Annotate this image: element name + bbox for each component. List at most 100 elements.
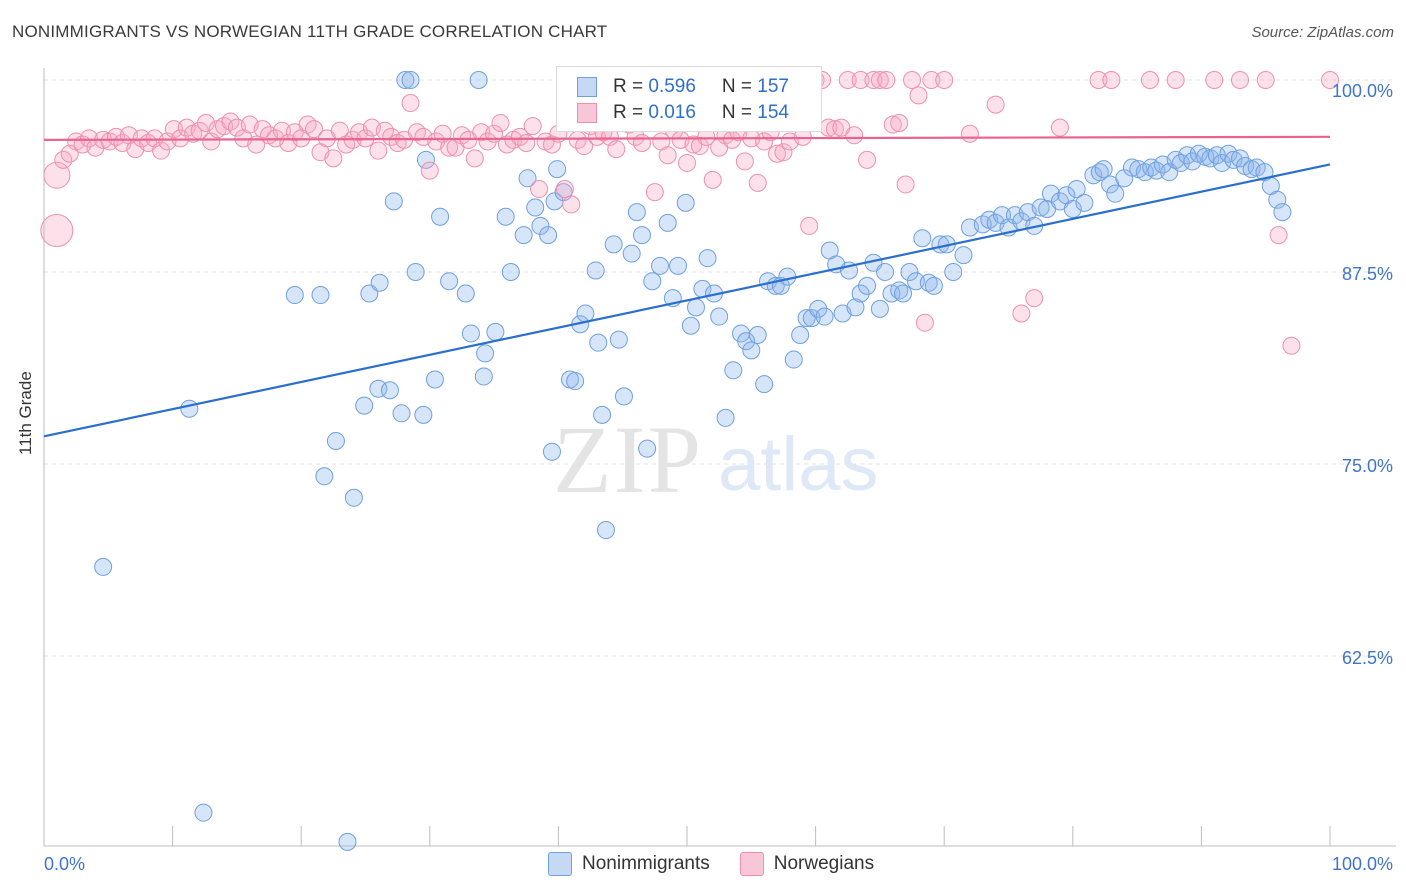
norwegians-point bbox=[523, 117, 542, 136]
nonimmigrants-point bbox=[802, 309, 821, 328]
nonimmigrants-point bbox=[900, 263, 919, 281]
norwegians-point bbox=[645, 183, 664, 202]
norwegians-point bbox=[465, 149, 484, 168]
nonimmigrants-point bbox=[614, 387, 633, 406]
nonimmigrants-point bbox=[858, 276, 877, 295]
stats-n-label: N = bbox=[721, 102, 758, 123]
nonimmigrants-point bbox=[924, 276, 943, 295]
nonimmigrants-point bbox=[1142, 158, 1161, 177]
nonimmigrants-point bbox=[315, 467, 334, 486]
nonimmigrants-point bbox=[496, 207, 515, 226]
nonimmigrants-point bbox=[593, 405, 612, 424]
nonimmigrants-point bbox=[1075, 193, 1094, 212]
nonimmigrants-point bbox=[1212, 153, 1231, 172]
stats-n-value: 154 bbox=[757, 102, 789, 123]
nonimmigrants-point bbox=[94, 557, 113, 576]
watermark-zip: ZIP bbox=[553, 406, 703, 513]
nonimmigrants-point bbox=[326, 431, 345, 450]
nonimmigrants-point bbox=[851, 284, 870, 303]
nonimmigrants-point bbox=[416, 150, 435, 169]
nonimmigrants-point bbox=[180, 399, 199, 418]
norwegians-point bbox=[890, 114, 909, 133]
norwegians-point bbox=[542, 135, 561, 154]
nonimmigrants-point bbox=[370, 273, 389, 292]
legend-label-nonimmigrants: Nonimmigrants bbox=[582, 853, 710, 874]
nonimmigrants-point bbox=[355, 396, 374, 415]
norwegians-point bbox=[851, 71, 870, 89]
nonimmigrants-point bbox=[311, 286, 330, 305]
y-tick-label: 100.0% bbox=[1332, 81, 1393, 101]
nonimmigrants-point bbox=[716, 408, 735, 427]
nonimmigrants-point bbox=[396, 71, 415, 89]
norwegians-point bbox=[369, 141, 388, 160]
norwegians-point bbox=[864, 71, 883, 89]
nonimmigrants-point bbox=[514, 226, 533, 245]
norwegians-point bbox=[870, 71, 889, 89]
norwegians-point bbox=[562, 195, 581, 214]
norwegians-point bbox=[774, 143, 793, 162]
nonimmigrants-point bbox=[748, 325, 767, 344]
norwegians-point bbox=[132, 129, 151, 148]
nonimmigrants-point bbox=[586, 261, 605, 280]
nonimmigrants-point bbox=[604, 235, 623, 254]
nonimmigrants-point bbox=[596, 521, 615, 540]
norwegians-point bbox=[915, 313, 934, 332]
norwegians-point bbox=[877, 71, 896, 89]
watermark-atlas: atlas bbox=[718, 422, 879, 507]
nonimmigrants-point bbox=[456, 284, 475, 303]
nonimmigrants-point bbox=[425, 370, 444, 389]
nonimmigrants-point bbox=[542, 442, 561, 461]
nonimmigrants-point bbox=[742, 341, 761, 360]
chart-title: NONIMMIGRANTS VS NORWEGIAN 11TH GRADE CO… bbox=[12, 22, 608, 41]
nonimmigrants-point bbox=[469, 71, 488, 89]
nonimmigrants-point bbox=[1106, 184, 1125, 203]
stats-r-label: R = bbox=[613, 76, 649, 97]
nonimmigrants-point bbox=[440, 272, 459, 291]
axes bbox=[43, 68, 1396, 847]
norwegians-point bbox=[1282, 336, 1301, 355]
norwegians-point bbox=[401, 94, 420, 113]
nonimmigrants-point bbox=[518, 169, 537, 188]
norwegians-point bbox=[922, 71, 941, 89]
nonimmigrants-point bbox=[919, 273, 938, 292]
nonimmigrants-point bbox=[658, 213, 677, 232]
nonimmigrants-point bbox=[1273, 203, 1292, 222]
norwegians-point bbox=[935, 71, 954, 89]
chart-legend: Nonimmigrants Norwegians bbox=[548, 852, 904, 876]
norwegians-point bbox=[555, 180, 574, 199]
norwegians-point bbox=[1102, 71, 1121, 89]
nonimmigrants-point bbox=[973, 215, 992, 234]
norwegians-point bbox=[1205, 71, 1224, 89]
series-nonimmigrants-points bbox=[94, 71, 1292, 851]
norwegians-point bbox=[903, 71, 922, 89]
legend-item-nonimmigrants[interactable]: Nonimmigrants bbox=[548, 852, 710, 876]
nonimmigrants-point bbox=[531, 216, 550, 235]
nonimmigrants-point bbox=[476, 344, 495, 363]
norwegians-point bbox=[658, 146, 677, 165]
nonimmigrants-point bbox=[710, 307, 729, 326]
nonimmigrants-point bbox=[755, 375, 774, 394]
trend-line-nonimmigrants bbox=[43, 163, 1331, 438]
nonimmigrants-point bbox=[1063, 200, 1082, 219]
norwegians-point bbox=[986, 95, 1005, 114]
norwegians-point bbox=[845, 126, 864, 145]
nonimmigrants-point bbox=[589, 333, 608, 352]
nonimmigrants-point bbox=[338, 832, 357, 851]
norwegians-point bbox=[1166, 71, 1185, 89]
nonimmigrants-point bbox=[486, 322, 505, 341]
nonimmigrants-point bbox=[1171, 153, 1190, 172]
stats-r-value: 0.016 bbox=[648, 102, 696, 123]
nonimmigrants-point bbox=[687, 298, 706, 317]
nonimmigrants-point bbox=[698, 249, 717, 268]
norwegians-point bbox=[80, 129, 99, 148]
nonimmigrants-point bbox=[870, 299, 889, 318]
norwegians-point bbox=[703, 170, 722, 189]
norwegians-point bbox=[858, 150, 877, 169]
nonimmigrants-point bbox=[1031, 198, 1050, 217]
nonimmigrants-point bbox=[638, 439, 657, 458]
stats-row-norwegians: R = 0.016 N = 154 bbox=[577, 101, 789, 125]
norwegians-point bbox=[164, 120, 183, 139]
nonimmigrants-point bbox=[344, 488, 363, 507]
legend-item-norwegians[interactable]: Norwegians bbox=[739, 852, 874, 876]
